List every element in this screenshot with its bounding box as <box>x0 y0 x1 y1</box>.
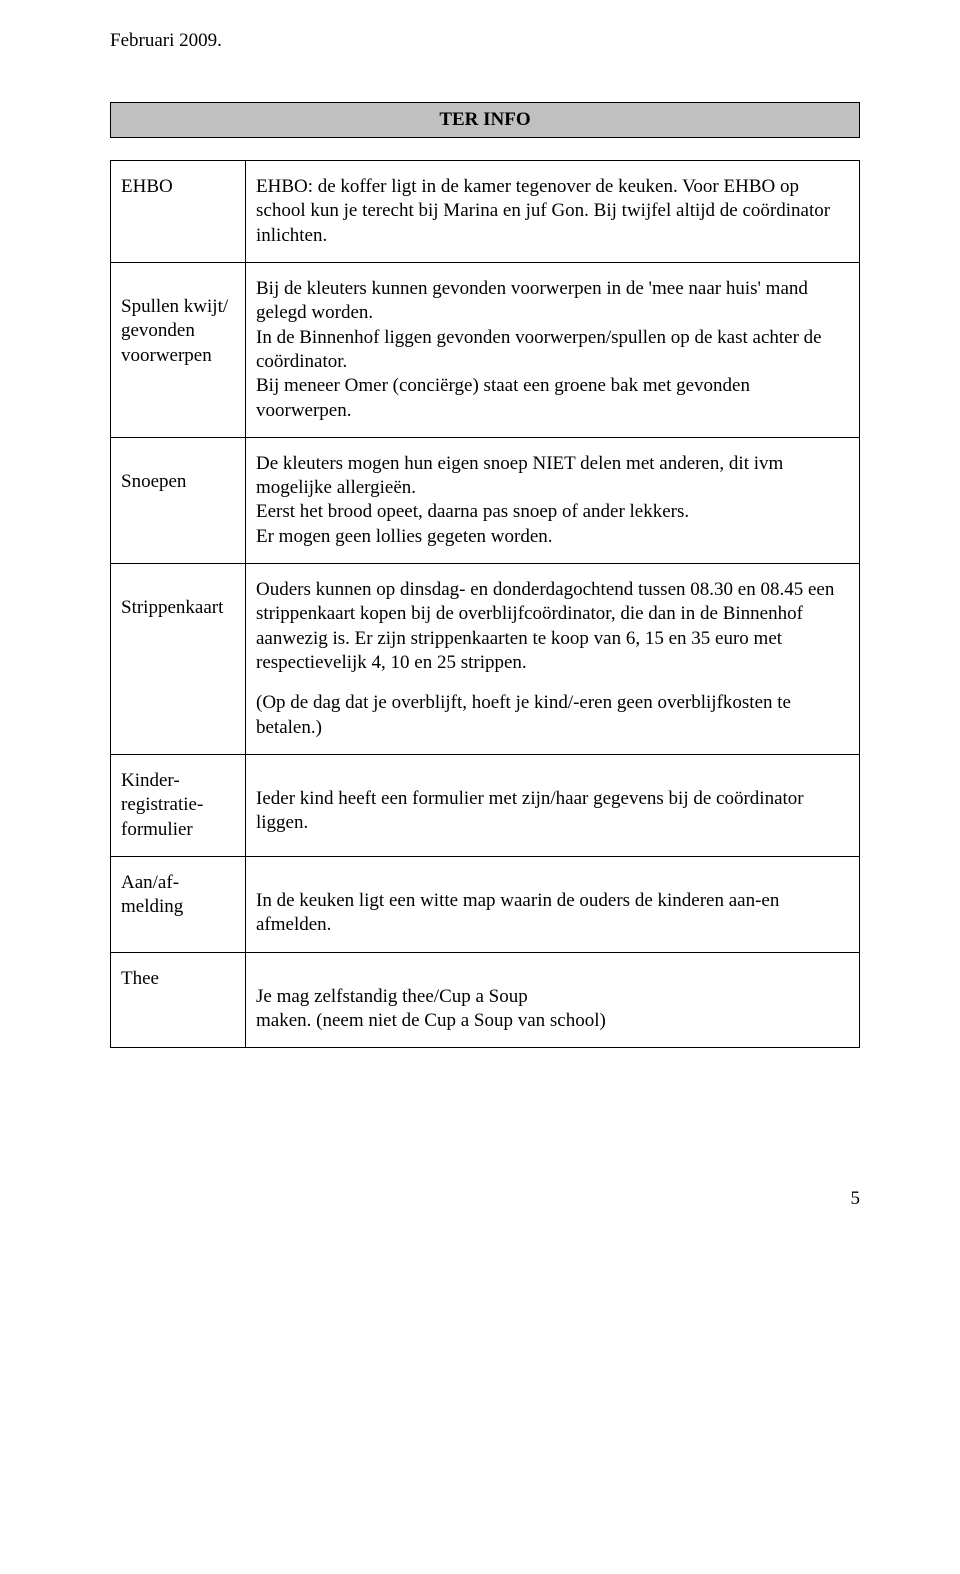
paragraph: (Op de dag dat je overblijft, hoeft je k… <box>256 691 849 740</box>
paragraph: In de keuken ligt een witte map waarin d… <box>256 889 849 938</box>
row-label-snoepen: Snoepen <box>111 437 246 563</box>
document-page: Februari 2009. TER INFO EHBO EHBO: de ko… <box>0 0 960 1098</box>
paragraph: Ouders kunnen op dinsdag- en donderdagoc… <box>256 578 849 675</box>
table-row: Snoepen De kleuters mogen hun eigen snoe… <box>111 437 860 563</box>
row-content-spullen: Bij de kleuters kunnen gevonden voorwerp… <box>246 262 860 437</box>
table-row: Kinder- registratie- formulier Ieder kin… <box>111 754 860 856</box>
table-row: Aan/af- melding In de keuken ligt een wi… <box>111 856 860 952</box>
label-line: melding <box>121 895 239 919</box>
row-label-spullen: Spullen kwijt/ gevonden voorwerpen <box>111 262 246 437</box>
row-label-kinder: Kinder- registratie- formulier <box>111 754 246 856</box>
row-content-ehbo: EHBO: de koffer ligt in de kamer tegenov… <box>246 161 860 263</box>
paragraph: Ieder kind heeft een formulier met zijn/… <box>256 787 849 836</box>
label-line: Aan/af- <box>121 871 239 895</box>
table-row: Spullen kwijt/ gevonden voorwerpen Bij d… <box>111 262 860 437</box>
row-content-snoepen: De kleuters mogen hun eigen snoep NIET d… <box>246 437 860 563</box>
label-line: voorwerpen <box>121 344 239 368</box>
row-label-thee: Thee <box>111 952 246 1048</box>
info-table: EHBO EHBO: de koffer ligt in de kamer te… <box>110 160 860 1048</box>
row-label-ehbo: EHBO <box>111 161 246 263</box>
table-row: Thee Je mag zelfstandig thee/Cup a Soup … <box>111 952 860 1048</box>
label-line: Kinder- <box>121 769 239 793</box>
row-label-strippen: Strippenkaart <box>111 564 246 755</box>
row-label-aanaf: Aan/af- melding <box>111 856 246 952</box>
label-line: formulier <box>121 818 239 842</box>
paragraph: In de Binnenhof liggen gevonden voorwerp… <box>256 326 849 375</box>
label-line: registratie- <box>121 793 239 817</box>
header-date: Februari 2009. <box>110 30 860 52</box>
title-banner: TER INFO <box>110 102 860 138</box>
label-line: Strippenkaart <box>121 596 239 620</box>
paragraph: maken. (neem niet de Cup a Soup van scho… <box>256 1009 849 1033</box>
row-content-aanaf: In de keuken ligt een witte map waarin d… <box>246 856 860 952</box>
paragraph: Bij meneer Omer (conciërge) staat een gr… <box>256 374 849 423</box>
paragraph: Je mag zelfstandig thee/Cup a Soup <box>256 985 849 1009</box>
label-line: gevonden <box>121 319 239 343</box>
row-content-strippen: Ouders kunnen op dinsdag- en donderdagoc… <box>246 564 860 755</box>
paragraph: Bij de kleuters kunnen gevonden voorwerp… <box>256 277 849 326</box>
label-line: Spullen kwijt/ <box>121 295 239 319</box>
paragraph: Eerst het brood opeet, daarna pas snoep … <box>256 500 849 524</box>
row-content-kinder: Ieder kind heeft een formulier met zijn/… <box>246 754 860 856</box>
table-row: Strippenkaart Ouders kunnen op dinsdag- … <box>111 564 860 755</box>
page-number: 5 <box>0 1098 960 1210</box>
row-content-thee: Je mag zelfstandig thee/Cup a Soup maken… <box>246 952 860 1048</box>
table-row: EHBO EHBO: de koffer ligt in de kamer te… <box>111 161 860 263</box>
paragraph: Er mogen geen lollies gegeten worden. <box>256 525 849 549</box>
label-line: Snoepen <box>121 470 239 494</box>
paragraph: De kleuters mogen hun eigen snoep NIET d… <box>256 452 849 501</box>
